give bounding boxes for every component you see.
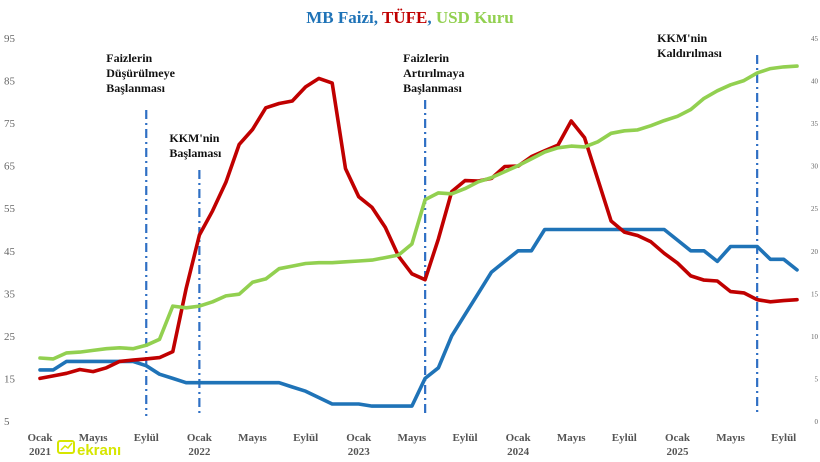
title-part: , [427, 8, 436, 27]
series-line-mb-faizi [38, 227, 799, 408]
annotations: FaizlerinDüşürülmeyeBaşlanmasıKKM'ninBaş… [106, 31, 759, 416]
x-tick-label: Ocak [346, 432, 372, 444]
series-group [38, 64, 799, 408]
y-left-tick-label: 25 [4, 331, 16, 343]
annotation-label: Başlanması [106, 81, 165, 95]
y-right-tick-label: 35 [811, 120, 819, 128]
y-left-tick-label: 95 [4, 33, 16, 45]
x-tick-label: Eylül [293, 432, 318, 444]
title-part: USD Kuru [436, 8, 514, 27]
title-part: TÜFE [382, 8, 427, 27]
y-left-tick-label: 35 [4, 288, 16, 300]
x-tick-label: Mayıs [716, 432, 745, 444]
y-left-tick-label: 55 [4, 203, 16, 215]
y-axis-right: 0 5 10 15 20 25 30 35 40 45 [811, 35, 819, 426]
series-line-usd-kuru [38, 64, 799, 361]
x-tick-label: Eylül [771, 432, 796, 444]
y-left-tick-label: 45 [4, 246, 16, 258]
series-line-tufe [38, 76, 799, 381]
x-tick-year-label: 2025 [666, 446, 689, 458]
annotation-label: Kaldırılması [657, 46, 722, 60]
y-right-tick-label: 5 [815, 375, 819, 383]
annotation-label: KKM'nin [657, 31, 707, 45]
annotation-label: Faizlerin [106, 51, 152, 65]
y-right-tick-label: 45 [811, 35, 819, 43]
x-tick-label: Mayıs [557, 432, 586, 444]
y-right-tick-label: 15 [811, 290, 819, 298]
x-tick-label: Ocak [27, 432, 53, 444]
y-left-tick-label: 15 [4, 373, 16, 385]
annotation-label: Faizlerin [403, 51, 449, 65]
title-part: , [374, 8, 382, 27]
x-tick-year-label: 2023 [348, 446, 371, 458]
x-tick-label: Ocak [187, 432, 213, 444]
watermark: ekranı [57, 440, 121, 459]
title-part: MB Faizi [306, 8, 374, 27]
tv-screen-icon [57, 440, 75, 454]
annotation-label: KKM'nin [169, 131, 219, 145]
x-tick-label: Eylül [612, 432, 637, 444]
x-tick-year-label: 2024 [507, 446, 530, 458]
x-tick-label: Eylül [452, 432, 477, 444]
y-axis-left: 5 15 25 35 45 55 65 75 85 95 [4, 33, 16, 428]
x-tick-label: Ocak [665, 432, 691, 444]
y-right-tick-label: 40 [811, 78, 819, 86]
x-tick-label: Mayıs [238, 432, 267, 444]
y-left-tick-label: 5 [4, 416, 10, 428]
y-left-tick-label: 65 [4, 161, 16, 173]
annotation-label: Artırılmaya [403, 66, 464, 80]
annotation-label: Başlaması [169, 146, 222, 160]
chart-title: MB Faizi, TÜFE, USD Kuru [306, 8, 514, 27]
y-right-tick-label: 20 [811, 248, 819, 256]
x-axis: Ocak 2021 Mayıs Eylül Ocak 2022 Mayıs Eylül Ocak… [27, 432, 796, 458]
x-tick-label: Mayıs [397, 432, 426, 444]
y-left-tick-label: 75 [4, 118, 16, 130]
x-tick-label: Eylül [134, 432, 159, 444]
x-tick-label: Mayıs [79, 432, 108, 444]
watermark-text: ekranı [77, 442, 121, 459]
x-tick-year-label: 2022 [188, 446, 211, 458]
annotation-label: Başlanması [403, 81, 462, 95]
y-right-tick-label: 10 [811, 333, 819, 341]
x-tick-label: Ocak [506, 432, 532, 444]
y-right-tick-label: 30 [811, 163, 819, 171]
annotation-label: Düşürülmeye [106, 66, 175, 80]
y-right-tick-label: 0 [815, 418, 819, 426]
x-tick-year-label: 2021 [29, 446, 51, 458]
y-left-tick-label: 85 [4, 76, 16, 88]
y-right-tick-label: 25 [811, 205, 819, 213]
